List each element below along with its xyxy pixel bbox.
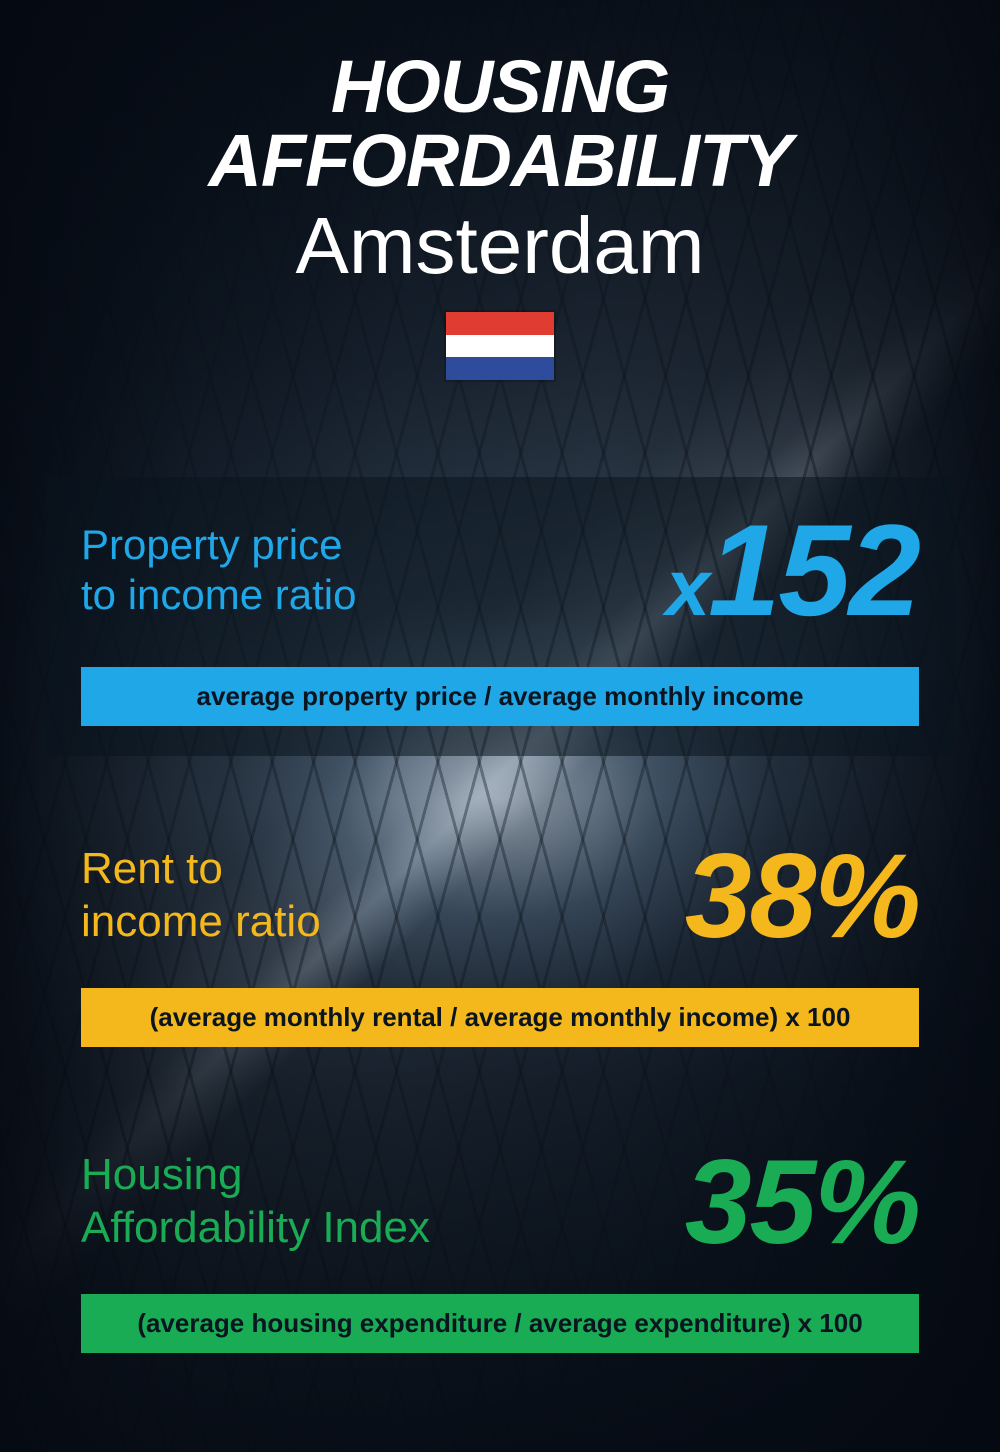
metric-label-rent-income: Rent to income ratio (81, 843, 321, 949)
content-container: HOUSING AFFORDABILITY Amsterdam Property… (0, 0, 1000, 1452)
metric-row: Property price to income ratio x152 (81, 505, 919, 635)
value-number: 152 (708, 497, 919, 643)
formula-bar-affordability: (average housing expenditure / average e… (81, 1294, 919, 1353)
title-main: HOUSING AFFORDABILITY (45, 50, 955, 198)
header: HOUSING AFFORDABILITY Amsterdam (45, 50, 955, 382)
metric-value-rent-income: 38% (685, 836, 919, 956)
metric-value-property-price: x152 (666, 505, 919, 635)
flag-stripe-3 (446, 357, 554, 380)
metric-row: Rent to income ratio 38% (81, 836, 919, 956)
metric-section-rent-income: Rent to income ratio 38% (average monthl… (45, 836, 955, 1047)
formula-bar-rent-income: (average monthly rental / average monthl… (81, 988, 919, 1047)
formula-bar-property-price: average property price / average monthly… (81, 667, 919, 726)
flag-icon (444, 310, 556, 382)
metric-section-affordability: Housing Affordability Index 35% (average… (45, 1142, 955, 1353)
flag-stripe-1 (446, 312, 554, 335)
value-prefix: x (666, 543, 709, 632)
metric-label-property-price: Property price to income ratio (81, 520, 356, 621)
title-subtitle: Amsterdam (45, 206, 955, 286)
metric-row: Housing Affordability Index 35% (81, 1142, 919, 1262)
flag-stripe-2 (446, 335, 554, 358)
metric-value-affordability: 35% (685, 1142, 919, 1262)
metric-label-affordability: Housing Affordability Index (81, 1149, 430, 1255)
metric-card-property-price: Property price to income ratio x152 aver… (45, 477, 955, 756)
